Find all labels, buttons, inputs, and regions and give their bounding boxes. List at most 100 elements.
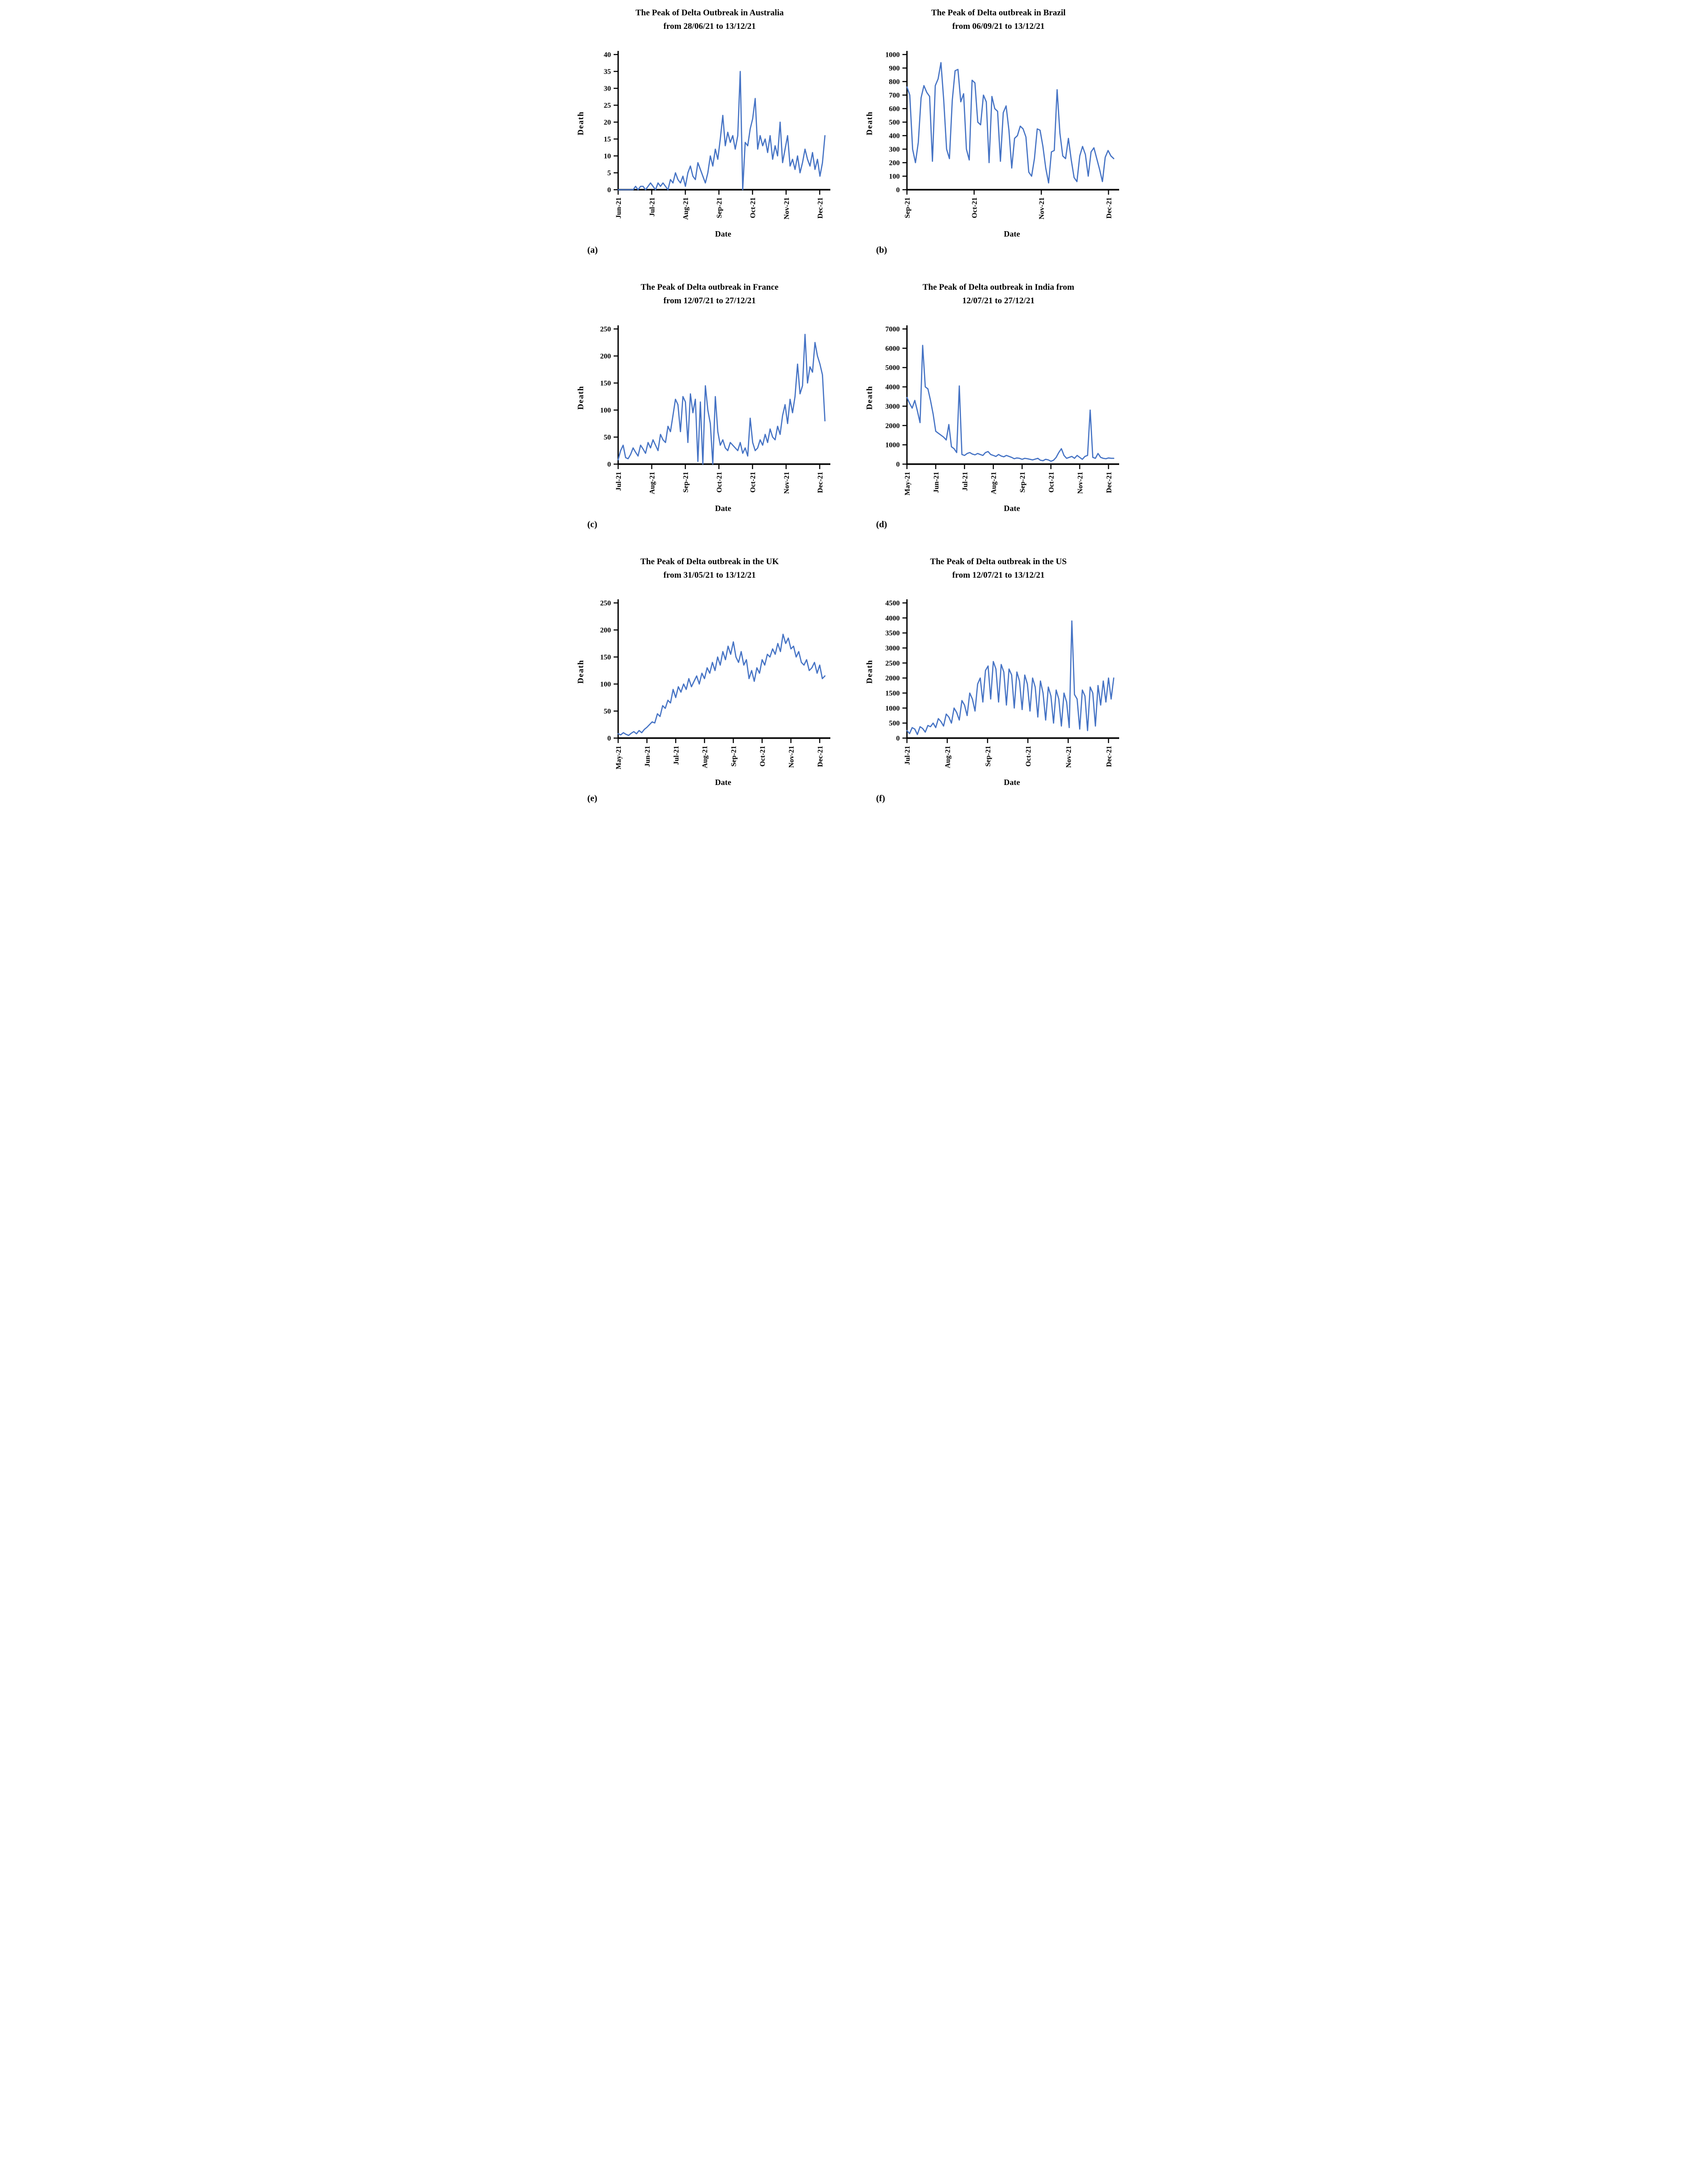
svg-text:50: 50 <box>604 708 611 716</box>
svg-text:Dec-21: Dec-21 <box>1105 746 1113 767</box>
svg-text:200: 200 <box>889 159 900 167</box>
chart-title-line2: 12/07/21 to 27/12/21 <box>962 296 1035 306</box>
svg-text:Oct-21: Oct-21 <box>749 197 757 218</box>
x-axis-label-date: Date <box>1004 778 1020 787</box>
svg-text:200: 200 <box>600 627 611 634</box>
svg-text:100: 100 <box>600 406 611 414</box>
svg-text:0: 0 <box>896 186 900 194</box>
panel-caption-b: (b) <box>876 245 887 255</box>
svg-text:May-21: May-21 <box>904 472 911 495</box>
svg-text:Dec-21: Dec-21 <box>1105 197 1113 219</box>
svg-text:0: 0 <box>607 461 611 468</box>
svg-text:Jul-21: Jul-21 <box>615 472 623 491</box>
x-axis-label-date: Date <box>715 229 731 238</box>
panel-caption-e: (e) <box>587 794 597 804</box>
svg-text:1000: 1000 <box>885 441 900 449</box>
svg-text:200: 200 <box>600 352 611 360</box>
panel-caption-a: (a) <box>587 245 598 255</box>
y-axis-label-death: Death <box>575 111 585 136</box>
svg-text:Oct-21: Oct-21 <box>1048 472 1055 493</box>
svg-text:Sep-21: Sep-21 <box>682 472 690 493</box>
chart-title-line2: from 12/07/21 to 13/12/21 <box>952 570 1045 580</box>
chart-title-brazil: The Peak of Delta outbreak in Brazil fro… <box>864 6 1134 34</box>
svg-text:Oct-21: Oct-21 <box>749 472 757 493</box>
chart-title-line1: The Peak of Delta outbreak in France <box>641 282 779 292</box>
y-axis-label-death: Death <box>864 111 874 136</box>
svg-text:Oct-21: Oct-21 <box>1025 746 1032 766</box>
svg-text:Jul-21: Jul-21 <box>904 746 911 765</box>
svg-text:Jun-21: Jun-21 <box>643 746 651 767</box>
line-chart-australia: 0 5 10 15 20 25 30 35 40 Jun-21 Jul-21 Aug-21 Sep-21… <box>580 47 841 229</box>
chart-title-line1: The Peak of Delta outbreak in Brazil <box>931 8 1066 18</box>
svg-text:2500: 2500 <box>885 660 900 667</box>
y-axis-label-death: Death <box>864 660 874 684</box>
line-chart-brazil: 0 100 200 300 400 500 600 700 800 900 1000 Sep-21 Oc… <box>869 47 1130 229</box>
svg-text:900: 900 <box>889 64 900 72</box>
svg-text:Jun-21: Jun-21 <box>932 472 940 493</box>
svg-text:10: 10 <box>604 152 611 160</box>
panel-caption-c: (c) <box>587 519 597 529</box>
chart-panel-australia: The Peak of Delta Outbreak in Australia … <box>572 5 847 255</box>
svg-text:2000: 2000 <box>885 675 900 683</box>
svg-text:Nov-21: Nov-21 <box>783 197 790 219</box>
x-axis-label-date: Date <box>1004 503 1020 513</box>
line-chart-us: 0 500 1000 1500 2000 2500 3000 3500 4000 4500 Jul-… <box>869 596 1130 778</box>
chart-title-line1: The Peak of Delta outbreak in the US <box>930 557 1067 566</box>
svg-text:700: 700 <box>889 91 900 99</box>
svg-text:1000: 1000 <box>885 705 900 712</box>
svg-text:300: 300 <box>889 146 900 153</box>
y-axis-label-death: Death <box>575 660 585 684</box>
svg-text:3000: 3000 <box>885 402 900 410</box>
svg-text:150: 150 <box>600 654 611 661</box>
svg-text:Dec-21: Dec-21 <box>816 197 824 219</box>
svg-text:Oct-21: Oct-21 <box>759 746 766 766</box>
svg-text:2000: 2000 <box>885 422 900 429</box>
svg-text:Dec-21: Dec-21 <box>816 472 824 493</box>
svg-text:600: 600 <box>889 105 900 113</box>
svg-text:Nov-21: Nov-21 <box>1076 472 1084 494</box>
x-axis-label-date: Date <box>1004 229 1020 238</box>
panel-caption-d: (d) <box>876 519 887 529</box>
chart-area-france: Death 0 50 100 150 200 250 Jul-21 Aug-21 Sep-21 O… <box>572 322 847 504</box>
svg-text:4000: 4000 <box>885 615 900 622</box>
svg-text:Nov-21: Nov-21 <box>1038 197 1046 219</box>
chart-title-line2: from 12/07/21 to 27/12/21 <box>663 296 756 306</box>
svg-text:5000: 5000 <box>885 364 900 372</box>
svg-text:7000: 7000 <box>885 325 900 333</box>
chart-title-line1: The Peak of Delta outbreak in India from <box>922 282 1075 292</box>
chart-panel-france: The Peak of Delta outbreak in France fro… <box>572 279 847 530</box>
svg-text:Sep-21: Sep-21 <box>1019 472 1026 493</box>
svg-text:20: 20 <box>604 119 611 126</box>
svg-text:0: 0 <box>607 735 611 743</box>
line-chart-uk: 0 50 100 150 200 250 May-21 Jun-21 Jul-21 Aug-21 S… <box>580 596 841 778</box>
chart-panel-india: The Peak of Delta outbreak in India from… <box>861 279 1136 530</box>
chart-panel-brazil: The Peak of Delta outbreak in Brazil fro… <box>861 5 1136 255</box>
svg-text:May-21: May-21 <box>615 746 623 769</box>
svg-text:Aug-21: Aug-21 <box>682 197 690 220</box>
chart-title-france: The Peak of Delta outbreak in France fro… <box>575 281 845 308</box>
svg-text:250: 250 <box>600 600 611 607</box>
svg-text:50: 50 <box>604 433 611 441</box>
chart-panel-uk: The Peak of Delta outbreak in the UK fro… <box>572 553 847 804</box>
chart-area-india: Death 0 1000 2000 3000 4000 5000 6000 7000 May-2… <box>861 322 1136 504</box>
svg-text:1500: 1500 <box>885 690 900 698</box>
chart-title-line2: from 06/09/21 to 13/12/21 <box>952 22 1045 32</box>
panel-caption-f: (f) <box>876 794 885 804</box>
svg-text:15: 15 <box>604 136 611 143</box>
chart-area-australia: Death 0 5 10 15 20 25 30 35 40 Jun-21 Jul-21 Aug-21… <box>572 47 847 229</box>
chart-title-line1: The Peak of Delta Outbreak in Australia <box>635 8 784 18</box>
svg-text:Jun-21: Jun-21 <box>615 197 623 219</box>
x-axis-label-date: Date <box>715 778 731 787</box>
svg-text:1000: 1000 <box>885 51 900 59</box>
svg-text:Sep-21: Sep-21 <box>904 197 911 218</box>
svg-text:0: 0 <box>896 735 900 743</box>
chart-title-us: The Peak of Delta outbreak in the US fro… <box>864 555 1134 583</box>
svg-text:0: 0 <box>896 461 900 468</box>
svg-text:Aug-21: Aug-21 <box>701 746 709 768</box>
svg-text:Aug-21: Aug-21 <box>944 746 952 768</box>
svg-text:3000: 3000 <box>885 645 900 652</box>
svg-text:800: 800 <box>889 78 900 86</box>
svg-text:500: 500 <box>889 720 900 728</box>
svg-text:0: 0 <box>607 186 611 194</box>
line-chart-france: 0 50 100 150 200 250 Jul-21 Aug-21 Sep-21 Oct-21 O… <box>580 322 841 504</box>
